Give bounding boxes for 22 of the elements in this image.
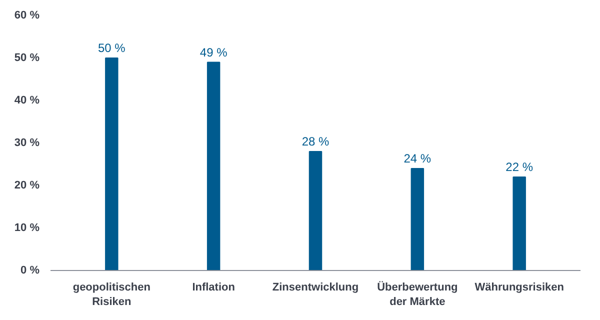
data-label: 28 % (302, 134, 330, 148)
x-tick-label: geopolitischen Risiken (72, 282, 151, 308)
data-label: 24 % (404, 152, 432, 166)
x-tick-label: Überbewertung der Märkte (377, 280, 458, 308)
bar (308, 151, 322, 270)
y-tick-label: 20 % (14, 180, 40, 192)
bar (105, 58, 118, 270)
x-tick-label: Währungsrisiken (474, 282, 564, 294)
bar (512, 176, 526, 270)
data-label: 49 % (200, 45, 228, 60)
y-tick-label: 0 % (20, 264, 40, 276)
y-tick-label: 40 % (14, 94, 40, 106)
data-label: 22 % (506, 160, 534, 174)
y-tick-label: 30 % (14, 137, 40, 149)
x-tick-label: Zinsentwicklung (272, 282, 359, 294)
y-tick-label: 50 % (14, 52, 40, 64)
y-tick-label: 60 % (14, 10, 40, 22)
data-label: 50 % (98, 41, 126, 55)
bar (410, 168, 424, 270)
y-tick-label: 10 % (14, 222, 40, 234)
bar (206, 62, 220, 270)
x-tick-label: Inflation (192, 282, 236, 294)
